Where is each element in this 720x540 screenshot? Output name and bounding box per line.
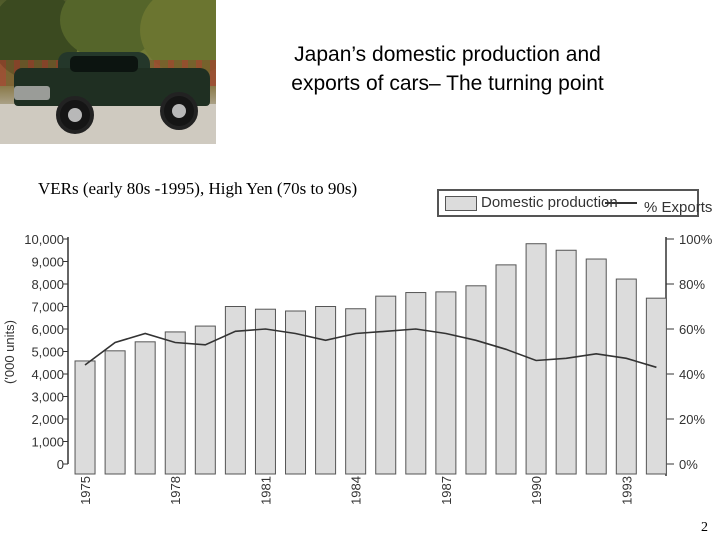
line-series xyxy=(84,328,657,369)
bar xyxy=(585,258,607,475)
x-tick-label: 1981 xyxy=(258,476,273,505)
slide-title: Japan’s domestic production and exports … xyxy=(255,40,640,98)
bar xyxy=(555,249,577,475)
title-line-2: exports of cars– The turning point xyxy=(291,72,604,95)
x-tick-label: 1987 xyxy=(439,476,454,505)
truck-window xyxy=(70,56,138,72)
right-tick-label: 80% xyxy=(679,277,705,292)
bar xyxy=(164,331,186,475)
right-tick-label: 20% xyxy=(679,412,705,427)
bar xyxy=(405,292,427,475)
bar xyxy=(435,291,457,475)
front-wheel xyxy=(56,96,94,134)
x-tick-label: 1993 xyxy=(619,476,634,505)
left-tick-label: 6,000 xyxy=(31,322,64,337)
bar xyxy=(194,325,216,475)
bar xyxy=(224,306,246,475)
bar xyxy=(645,297,667,475)
legend-bar-swatch xyxy=(445,196,477,211)
bar xyxy=(495,264,517,475)
x-tick-label: 1984 xyxy=(349,476,364,505)
rear-wheel xyxy=(160,92,198,130)
bar xyxy=(525,243,547,475)
bar xyxy=(615,278,637,475)
left-tick-label: 10,000 xyxy=(24,232,64,247)
exports-line xyxy=(84,328,657,369)
left-tick-label: 9,000 xyxy=(31,255,64,270)
left-tick-label: 2,000 xyxy=(31,412,64,427)
x-tick-label: 1978 xyxy=(168,476,183,505)
bar xyxy=(254,308,276,475)
bar-series xyxy=(74,243,667,475)
bar xyxy=(315,306,337,475)
slide-subtitle: VERs (early 80s -1995), High Yen (70s to… xyxy=(38,179,358,198)
left-axis: 0 1,000 2,000 3,000 4,000 5,000 6,000 7,000 8,00… xyxy=(24,232,69,472)
bar xyxy=(104,350,126,475)
bar xyxy=(285,310,307,475)
left-tick-label: 4,000 xyxy=(31,367,64,382)
bar xyxy=(375,295,397,475)
x-tick-label: 1975 xyxy=(78,476,93,505)
left-tick-label: 5,000 xyxy=(31,345,64,360)
left-tick-label: 1,000 xyxy=(31,435,64,450)
left-tick-label: 3,000 xyxy=(31,390,64,405)
bar xyxy=(134,341,156,475)
x-tick-label: 1990 xyxy=(529,476,544,505)
right-tick-label: 100% xyxy=(679,232,713,247)
x-axis-labels: 1975 1978 1981 1984 1987 1990 1993 xyxy=(78,476,634,505)
left-tick-label: 7,000 xyxy=(31,300,64,315)
legend-label-exports: % Exports xyxy=(644,199,713,216)
page-number: 2 xyxy=(701,520,708,535)
left-tick-label: 8,000 xyxy=(31,277,64,292)
legend-frame xyxy=(437,189,699,217)
bar xyxy=(74,360,96,475)
right-tick-label: 60% xyxy=(679,322,705,337)
pickup-truck-photo xyxy=(0,0,216,144)
left-tick-label: 0 xyxy=(57,457,64,472)
right-tick-label: 40% xyxy=(679,367,705,382)
bar xyxy=(465,285,487,475)
legend-line-swatch xyxy=(605,202,637,204)
bar xyxy=(345,308,367,475)
y-axis-label: ('000 units) xyxy=(2,320,17,384)
truck-grille xyxy=(14,86,50,100)
right-tick-label: 0% xyxy=(679,457,698,472)
chart-legend: Domestic production % Exports xyxy=(437,189,714,220)
title-line-1: Japan’s domestic production and xyxy=(294,43,601,66)
legend-label-domestic: Domestic production xyxy=(481,194,618,211)
right-axis: 0% 20% 40% 60% 80% 100% xyxy=(665,232,713,476)
